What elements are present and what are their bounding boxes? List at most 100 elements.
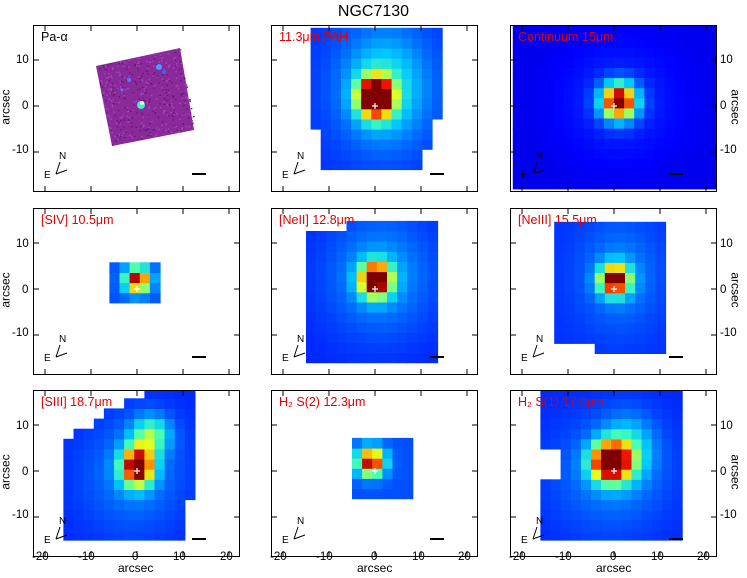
map-pixel [553, 148, 564, 159]
map-pixel [397, 322, 408, 333]
map-pixel [432, 108, 443, 120]
map-pixel [644, 168, 656, 180]
noise-pixel [157, 75, 159, 77]
noise-pixel [112, 99, 115, 101]
map-pixel [631, 398, 643, 409]
map-pixel [715, 107, 716, 119]
map-pixel [134, 408, 145, 420]
map-pixel [351, 78, 362, 90]
noise-pixel [135, 100, 137, 102]
map-pixel [401, 58, 413, 69]
map-pixel [641, 529, 653, 541]
noise-pixel [133, 101, 136, 103]
noise-pixel [163, 69, 165, 71]
noise-pixel [128, 66, 130, 68]
map-pixel [674, 178, 686, 190]
map-pixel [144, 519, 156, 531]
map-pixel [554, 262, 565, 273]
map-pixel [372, 468, 383, 479]
map-pixel [543, 168, 554, 180]
noise-pixel [176, 125, 179, 127]
map-pixel [573, 148, 585, 159]
map-pixel [631, 448, 643, 460]
noise-pixel [148, 101, 151, 103]
map-pixel [672, 398, 683, 409]
map-pixel [635, 272, 646, 284]
noise-pixel [136, 58, 139, 60]
map-pixel [580, 448, 592, 460]
noise-pixel [172, 67, 175, 69]
map-pixel [661, 448, 673, 460]
map-pixel [625, 292, 636, 304]
noise-pixel [181, 128, 183, 130]
map-pixel [614, 312, 626, 324]
noise-pixel [184, 77, 186, 80]
noise-pixel [142, 92, 144, 95]
map-pixel [392, 468, 404, 479]
map-pixel [543, 26, 554, 28]
noise-pixel [163, 101, 165, 103]
map-pixel [625, 343, 636, 354]
map-pixel [625, 312, 636, 324]
noise-pixel [167, 90, 170, 92]
map-pixel [614, 232, 626, 243]
map-pixel [134, 489, 145, 501]
map-pixel [391, 139, 403, 150]
map-pixel [664, 97, 676, 109]
map-pixel [550, 489, 562, 501]
map-pixel [124, 448, 135, 460]
noise-pixel [108, 80, 110, 82]
noise-pixel [143, 128, 145, 131]
map-pixel [601, 398, 612, 409]
map-pixel [583, 138, 595, 149]
map-pixel [411, 139, 423, 150]
map-pixel [674, 57, 686, 68]
map-pixel [604, 292, 616, 304]
noise-pixel [139, 77, 141, 80]
compass-icon: EN [44, 151, 68, 181]
map-pixel [594, 252, 606, 263]
map-pixel [715, 158, 716, 170]
map-pixel [540, 489, 552, 501]
map-pixel [593, 37, 605, 48]
map-pixel [553, 138, 564, 149]
map-pixel [604, 312, 616, 324]
map-pixel [184, 448, 196, 460]
map-pixel [603, 107, 615, 119]
map-pixel [625, 272, 636, 284]
noise-pixel [112, 89, 114, 92]
emission-knot [140, 101, 144, 105]
map-pixel [644, 26, 656, 38]
map-pixel [645, 232, 656, 243]
noise-pixel [167, 128, 170, 130]
map-pixel [83, 428, 95, 440]
map-pixel [391, 88, 403, 100]
noise-pixel [105, 100, 107, 102]
map-pixel [573, 47, 585, 58]
map-pixel [631, 499, 643, 511]
map-pixel [114, 499, 125, 511]
map-pixel [674, 37, 686, 48]
map-pixel [362, 437, 373, 449]
map-pixel [306, 281, 317, 293]
map-pixel [580, 489, 592, 501]
map-pixel [584, 272, 596, 284]
map-pixel [306, 322, 317, 333]
noise-pixel [140, 93, 143, 95]
map-pixel [330, 108, 342, 120]
map-pixel [427, 291, 439, 303]
map-pixel [705, 178, 716, 190]
map-pixel [624, 37, 635, 48]
map-pixel [320, 68, 332, 79]
map-pixel [407, 241, 418, 252]
map-pixel [570, 479, 582, 490]
map-pixel [550, 418, 562, 430]
map-pixel [93, 469, 105, 480]
map-pixel [366, 332, 378, 343]
figure-title: NGC7130 [337, 3, 410, 20]
map-pixel [320, 98, 332, 110]
noise-pixel [114, 135, 116, 137]
x-tick: 10 [651, 551, 664, 563]
map-pixel [341, 48, 352, 59]
map-pixel [184, 489, 196, 501]
